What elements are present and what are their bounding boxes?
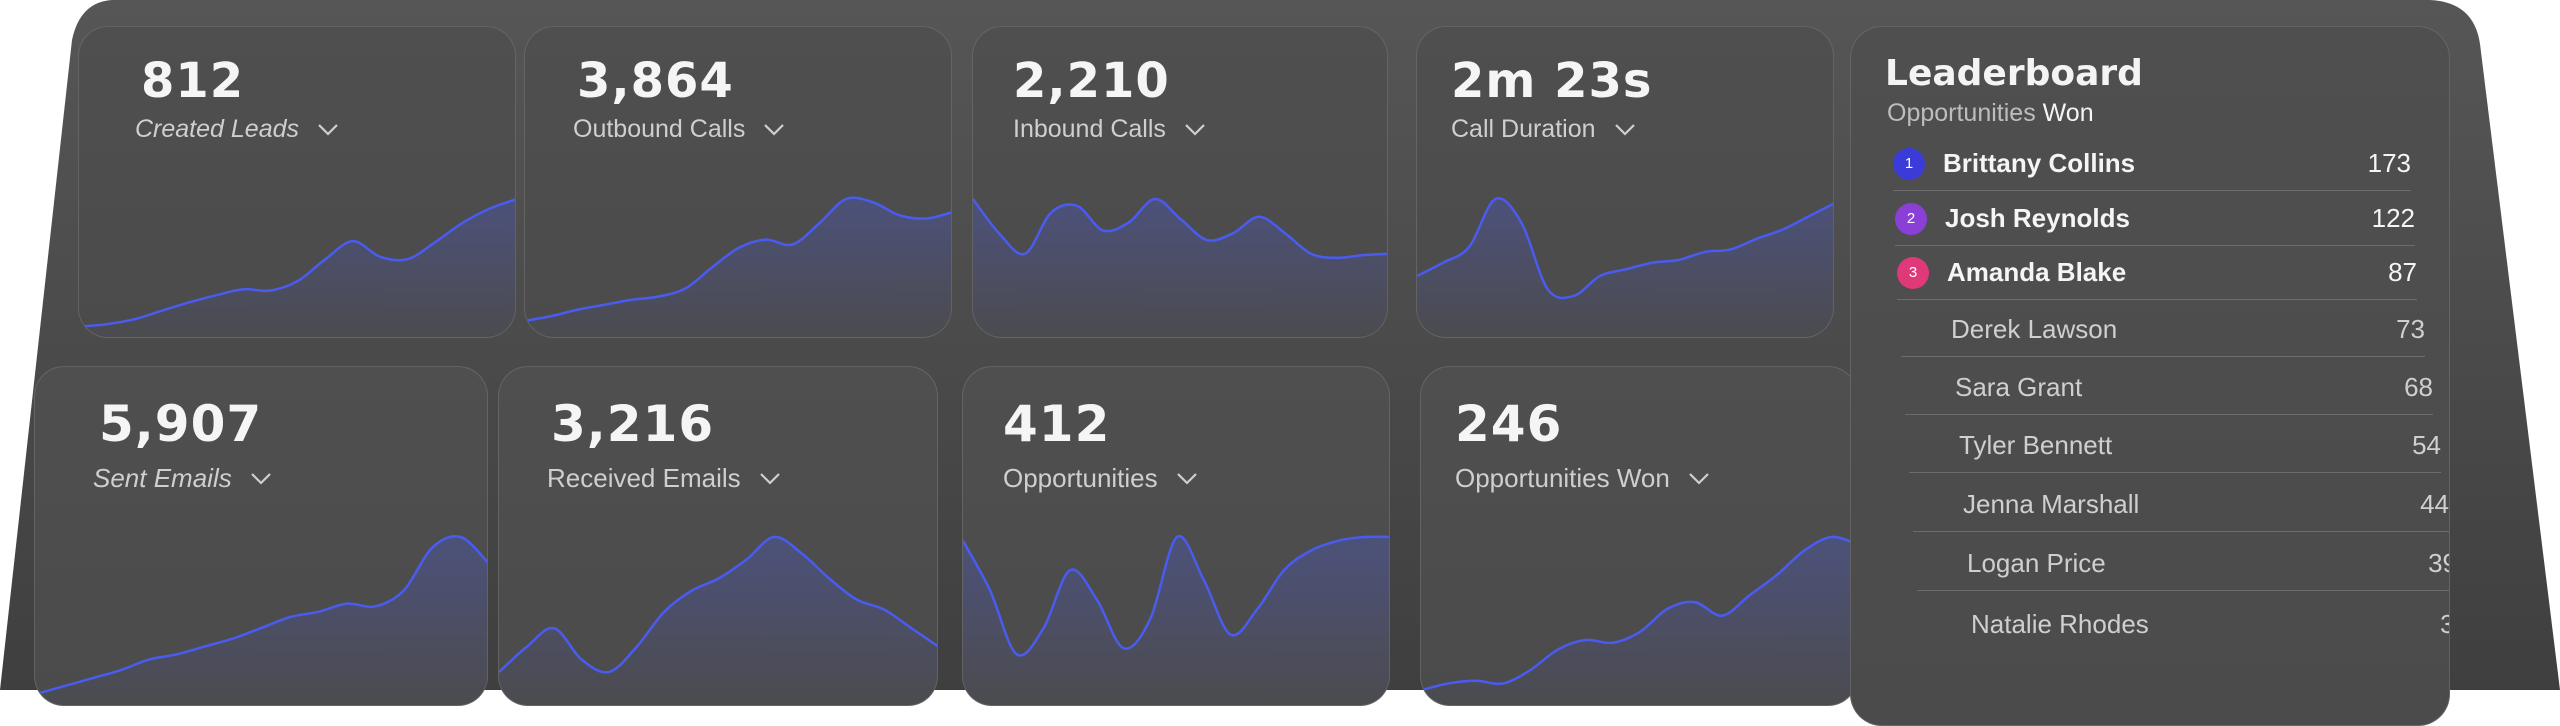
chevron-down-icon	[250, 472, 271, 485]
sparkline-line	[79, 198, 515, 328]
metric-label: Opportunities Won	[1455, 463, 1670, 493]
metric-label-dropdown[interactable]: Outbound Calls	[573, 115, 785, 144]
metric-card-opportunities[interactable]: 412 Opportunities	[962, 366, 1390, 706]
sparkline-chart	[525, 196, 951, 337]
metric-card-inbound-calls[interactable]: 2,210 Inbound Calls	[972, 26, 1388, 338]
metric-value: 246	[1455, 395, 1563, 453]
metric-card-outbound-calls[interactable]: 3,864 Outbound Calls	[524, 26, 952, 338]
leaderboard-score: 122	[2371, 203, 2415, 233]
sparkline-line	[525, 196, 951, 323]
metric-label-dropdown[interactable]: Created Leads	[135, 115, 339, 144]
leaderboard-row[interactable]: 2 Josh Reynolds 122	[1895, 192, 2415, 246]
rank-badge: 1	[1893, 147, 1925, 180]
leaderboard-subtitle-strong: Won	[2042, 99, 2094, 127]
metric-value: 3,864	[577, 53, 734, 109]
leaderboard-name: Natalie Rhodes	[1971, 608, 2149, 639]
metric-label-dropdown[interactable]: Received Emails	[547, 463, 781, 494]
metric-label-dropdown[interactable]: Call Duration	[1451, 115, 1636, 144]
chevron-down-icon	[318, 123, 338, 136]
metric-card-created-leads[interactable]: 812 Created Leads	[78, 26, 516, 338]
leaderboard-name: Josh Reynolds	[1945, 203, 2130, 233]
leaderboard-score: 73	[2396, 314, 2425, 344]
leaderboard-row[interactable]: 1 Brittany Collins 173	[1893, 137, 2411, 191]
leaderboard-score: 54	[2412, 430, 2441, 460]
sparkline-area	[963, 536, 1389, 705]
sparkline-chart	[499, 535, 937, 705]
sparkline-line	[963, 535, 1389, 657]
chevron-down-icon	[759, 472, 780, 485]
sparkline-line	[1421, 535, 1857, 692]
leaderboard-row[interactable]: Sara Grant 68	[1905, 361, 2433, 415]
leaderboard-name: Amanda Blake	[1947, 257, 2127, 287]
chevron-down-icon	[764, 123, 785, 136]
sparkline-area	[499, 536, 937, 705]
metric-label: Call Duration	[1451, 115, 1596, 143]
sparkline-line	[499, 535, 937, 674]
sparkline-area	[1417, 198, 1833, 337]
metric-value: 2m 23s	[1451, 53, 1653, 109]
sparkline-chart	[1421, 535, 1857, 705]
chevron-down-icon	[1176, 472, 1197, 485]
metric-value: 2,210	[1013, 53, 1170, 109]
chevron-down-icon	[1185, 123, 1205, 136]
leaderboard-row[interactable]: 3 Amanda Blake 87	[1897, 246, 2417, 300]
metric-label: Sent Emails	[93, 463, 232, 493]
leaderboard-row[interactable]: Jenna Marshall 44	[1913, 478, 2449, 532]
metric-card-opportunities-won[interactable]: 246 Opportunities Won	[1420, 366, 1858, 706]
leaderboard-name: Sara Grant	[1955, 372, 2083, 402]
leaderboard-score: 87	[2388, 257, 2417, 287]
metric-label: Inbound Calls	[1013, 115, 1166, 143]
metric-label: Created Leads	[135, 115, 300, 143]
metric-label-dropdown[interactable]: Inbound Calls	[1013, 115, 1206, 144]
metric-value: 5,907	[99, 395, 263, 453]
leaderboard-score: 31	[2440, 609, 2449, 640]
leaderboard-score: 39	[2428, 548, 2449, 578]
metric-value: 412	[1003, 395, 1111, 453]
leaderboard-row[interactable]: Logan Price 39	[1917, 537, 2449, 591]
metric-card-received-emails[interactable]: 3,216 Received Emails	[498, 366, 938, 706]
leaderboard-subtitle-prefix: Opportunities	[1887, 99, 2036, 127]
sparkline-line	[1417, 197, 1833, 300]
sparkline-chart	[79, 198, 515, 337]
sparkline-line	[35, 535, 487, 696]
leaderboard-row[interactable]: Tyler Bennett 54	[1909, 419, 2441, 473]
leaderboard-name: Derek Lawson	[1951, 314, 2118, 344]
leaderboard-row[interactable]: Derek Lawson 73	[1901, 303, 2425, 357]
leaderboard-name: Jenna Marshall	[1963, 489, 2140, 519]
rank-badge: 2	[1895, 202, 1927, 235]
leaderboard-title: Leaderboard	[1885, 53, 2143, 94]
metric-value: 812	[141, 53, 245, 109]
leaderboard-panel: Leaderboard Opportunities Won 1 Brittany …	[1850, 26, 2450, 726]
metric-label: Received Emails	[547, 463, 741, 493]
metric-card-sent-emails[interactable]: 5,907 Sent Emails	[34, 366, 488, 706]
sparkline-area	[525, 197, 951, 337]
metric-label-dropdown[interactable]: Opportunities	[1003, 463, 1198, 494]
metric-label: Outbound Calls	[573, 115, 746, 143]
sparkline-area	[35, 536, 487, 705]
sparkline-chart	[35, 535, 487, 705]
sparkline-chart	[973, 197, 1387, 337]
leaderboard-score: 44	[2420, 489, 2449, 519]
chevron-down-icon	[1614, 123, 1635, 136]
metric-label: Opportunities	[1003, 463, 1158, 493]
leaderboard-name: Tyler Bennett	[1959, 430, 2113, 460]
leaderboard-subtitle: Opportunities Won	[1887, 99, 2094, 128]
leaderboard-row[interactable]: Natalie Rhodes 31	[1921, 597, 2449, 651]
sparkline-chart	[963, 535, 1389, 705]
metric-label-dropdown[interactable]: Opportunities Won	[1455, 463, 1710, 494]
sparkline-area	[1421, 536, 1857, 705]
sparkline-chart	[1417, 197, 1833, 337]
leaderboard-score: 173	[2367, 148, 2411, 178]
chevron-down-icon	[1689, 472, 1709, 485]
leaderboard-name: Logan Price	[1967, 548, 2106, 578]
metric-value: 3,216	[551, 395, 715, 453]
leaderboard-score: 68	[2404, 372, 2433, 402]
sparkline-line	[973, 197, 1387, 260]
rank-badge: 3	[1897, 256, 1929, 289]
metric-label-dropdown[interactable]: Sent Emails	[93, 463, 272, 494]
leaderboard-name: Brittany Collins	[1943, 148, 2136, 178]
metric-card-call-duration[interactable]: 2m 23s Call Duration	[1416, 26, 1834, 338]
